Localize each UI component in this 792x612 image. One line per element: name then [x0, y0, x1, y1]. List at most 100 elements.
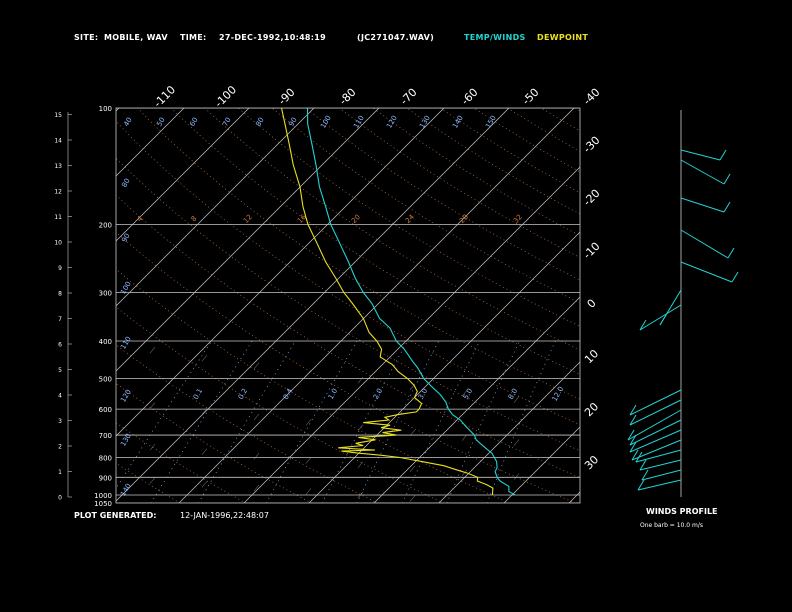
left-side-label: 120 — [119, 388, 133, 404]
mixing-ratio-label: 2.0 — [372, 387, 384, 401]
pressure-label: 200 — [99, 221, 112, 229]
right-temp-label: 10 — [582, 347, 601, 366]
height-label: 7 — [58, 316, 62, 323]
wind-barb-shaft — [629, 429, 682, 453]
site-label: SITE: — [74, 33, 99, 42]
wind-barb-flag — [723, 173, 731, 185]
grid-tick — [149, 402, 156, 409]
wind-barb-flag — [629, 434, 637, 446]
dry-adiabat — [406, 108, 580, 215]
height-label: 3 — [58, 418, 62, 425]
wind-barb-flag — [631, 449, 639, 461]
grid-tick — [409, 465, 416, 472]
theta-label: 110 — [352, 114, 366, 130]
dry-adiabat-label: 4 — [136, 214, 145, 223]
mixing-ratio-line — [198, 340, 296, 503]
winds-profile — [627, 110, 739, 497]
wind-barb — [629, 429, 682, 453]
dry-adiabat-label: 20 — [350, 213, 362, 225]
grid-tick — [305, 369, 312, 377]
wind-barb-shaft — [629, 399, 682, 426]
wind-barb — [631, 439, 682, 461]
grid-tick — [409, 429, 416, 436]
grid-tick — [513, 473, 520, 480]
theta-label: 80 — [254, 116, 265, 128]
grid-tick — [253, 452, 260, 460]
grid-tick — [409, 495, 416, 502]
plot-area — [116, 108, 792, 503]
dry-adiabat — [116, 157, 580, 452]
height-label: 9 — [58, 265, 62, 272]
mixing-ratio-label: 0.4 — [282, 387, 295, 401]
mixing-ratio-label: 0.1 — [192, 387, 204, 401]
mixing-ratio-line — [150, 340, 253, 503]
mixing-ratio-label: 1.0 — [327, 387, 339, 401]
dry-adiabat-label: 28 — [458, 213, 470, 225]
wind-barb-flag — [629, 441, 637, 453]
height-label: 2 — [58, 444, 62, 451]
wind-barb — [639, 304, 682, 331]
height-label: 11 — [54, 214, 62, 221]
isotherm-line — [699, 108, 792, 503]
height-label: 6 — [58, 342, 62, 349]
wind-barb-flag — [659, 314, 667, 326]
dewpoint-profile — [280, 108, 494, 496]
height-label: 0 — [58, 495, 62, 502]
dry-adiabat — [609, 108, 792, 503]
theta-label: 90 — [287, 116, 298, 128]
wind-barb-flag — [635, 451, 643, 463]
wind-barb-flag — [641, 469, 649, 481]
pressure-label: 400 — [99, 338, 112, 346]
top-temp-label: -90 — [276, 86, 298, 108]
dry-adiabat-label: 32 — [512, 213, 524, 225]
mixing-ratio-label: 12.0 — [551, 385, 566, 403]
isotherm-line — [373, 296, 580, 503]
grid-tick — [201, 481, 208, 488]
grid-tick — [253, 362, 260, 370]
wind-barb-shaft — [637, 479, 682, 491]
wind-barb-shaft — [629, 389, 682, 416]
time-value: 27-DEC-1992,10:48:19 — [219, 33, 327, 42]
file-name: (JC271047.WAV) — [357, 33, 435, 42]
theta-label: 40 — [122, 116, 133, 128]
mixing-ratio-label: 3.0 — [417, 387, 429, 401]
isotherm-line — [764, 108, 792, 503]
grid-tick — [201, 408, 208, 415]
right-temp-label: 0 — [585, 297, 599, 311]
wind-barb-flag — [629, 414, 637, 426]
grid-tick — [201, 354, 208, 362]
grid-tick — [357, 376, 364, 384]
dry-adiabat-label: 8 — [190, 215, 199, 224]
plot-generated-value: 12-JAN-1996,22:48:07 — [180, 511, 269, 520]
height-label: 13 — [54, 163, 62, 170]
wind-barb-flag — [637, 479, 645, 491]
isotherm-line — [503, 426, 580, 503]
top-temp-label: -50 — [520, 86, 542, 108]
pressure-label: 500 — [99, 376, 112, 384]
grid-tick — [357, 491, 364, 499]
theta-label: 140 — [451, 114, 465, 130]
wind-barb-shaft — [680, 197, 725, 213]
theta-label: 100 — [319, 114, 333, 130]
wind-barb-flag — [639, 459, 647, 471]
wind-barb-flag — [731, 271, 739, 283]
grid-tick — [357, 461, 364, 468]
wind-barb-flag — [719, 149, 727, 161]
isotherm-line — [243, 166, 580, 503]
right-temp-label: 20 — [582, 400, 601, 419]
grid-tick — [149, 477, 156, 484]
left-side-label: 80 — [120, 177, 131, 189]
diagram-labels: -110 -100 -90 -80 -70 -60 -50 -40-30-20-1001020… — [115, 83, 603, 504]
height-label: 4 — [58, 393, 62, 400]
isotherm-line — [438, 361, 580, 503]
wind-barb — [680, 197, 731, 213]
wind-barb — [680, 159, 731, 185]
grid-tick — [513, 396, 520, 403]
mixing-ratio-line — [321, 340, 408, 503]
grid-tick — [305, 419, 312, 426]
left-side-label: 110 — [119, 335, 133, 351]
wind-barb-flag — [627, 429, 635, 441]
pressure-label: 800 — [99, 454, 112, 462]
